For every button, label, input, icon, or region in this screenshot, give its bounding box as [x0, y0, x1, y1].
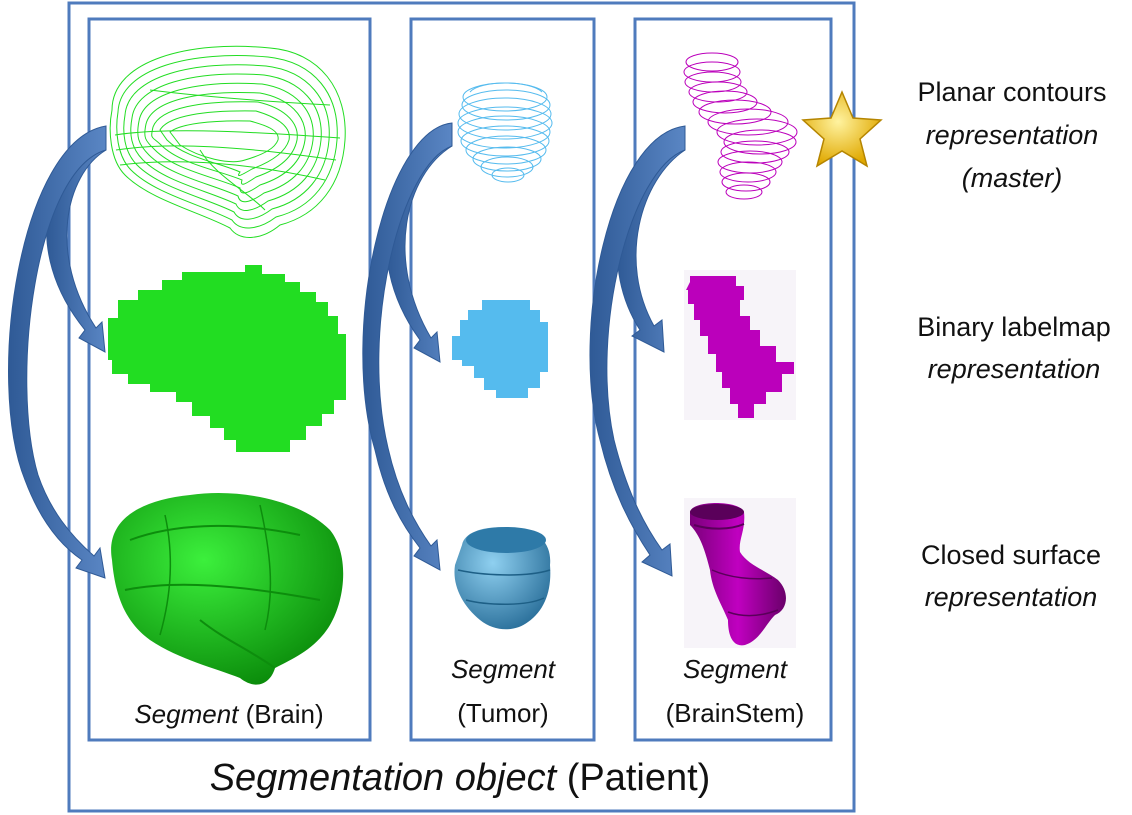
- segmentation-object-frame: [67, 1, 856, 813]
- segment-label-brainstem-line1: Segment: [683, 654, 789, 684]
- arrow-brain-contours-to-surface: [8, 125, 107, 579]
- segment-label-tumor-line1: Segment: [451, 654, 557, 684]
- tumor-closed-surface: [454, 527, 551, 630]
- representation-label-closed-surface: Closed surface representation: [921, 540, 1101, 612]
- tumor-planar-contours: [457, 82, 553, 183]
- tumor-binary-labelmap: [452, 300, 548, 398]
- brainstem-binary-labelmap: [684, 270, 796, 420]
- svg-text:Binary labelmap: Binary labelmap: [917, 312, 1111, 342]
- segment-label-tumor-line2: (Tumor): [457, 698, 548, 728]
- segmentation-object-label: Segmentation object (Patient): [210, 757, 711, 799]
- brainstem-planar-contours: [683, 52, 798, 200]
- svg-text:representation: representation: [925, 582, 1098, 612]
- brainstem-closed-surface: [684, 498, 796, 648]
- svg-text:Planar contours: Planar contours: [917, 77, 1106, 107]
- star-icon: [801, 90, 883, 168]
- arrow-tumor-contours-to-surface: [362, 122, 453, 571]
- segment-label-brain: Segment (Brain): [134, 699, 323, 729]
- segment-frame-brainstem: [633, 17, 833, 742]
- svg-text:(master): (master): [962, 163, 1063, 193]
- segment-label-brainstem-line2: (BrainStem): [666, 698, 805, 728]
- brain-closed-surface: [111, 493, 344, 685]
- representation-label-planar-contours: Planar contours representation (master): [917, 77, 1106, 193]
- svg-text:Closed surface: Closed surface: [921, 540, 1101, 570]
- svg-text:representation: representation: [928, 354, 1101, 384]
- brain-binary-labelmap: [108, 265, 346, 452]
- svg-text:representation: representation: [926, 120, 1099, 150]
- brain-planar-contours: [109, 45, 346, 238]
- representation-label-binary-labelmap: Binary labelmap representation: [917, 312, 1111, 384]
- arrow-brainstem-contours-to-surface: [589, 125, 686, 577]
- conversion-arrows: [8, 122, 686, 579]
